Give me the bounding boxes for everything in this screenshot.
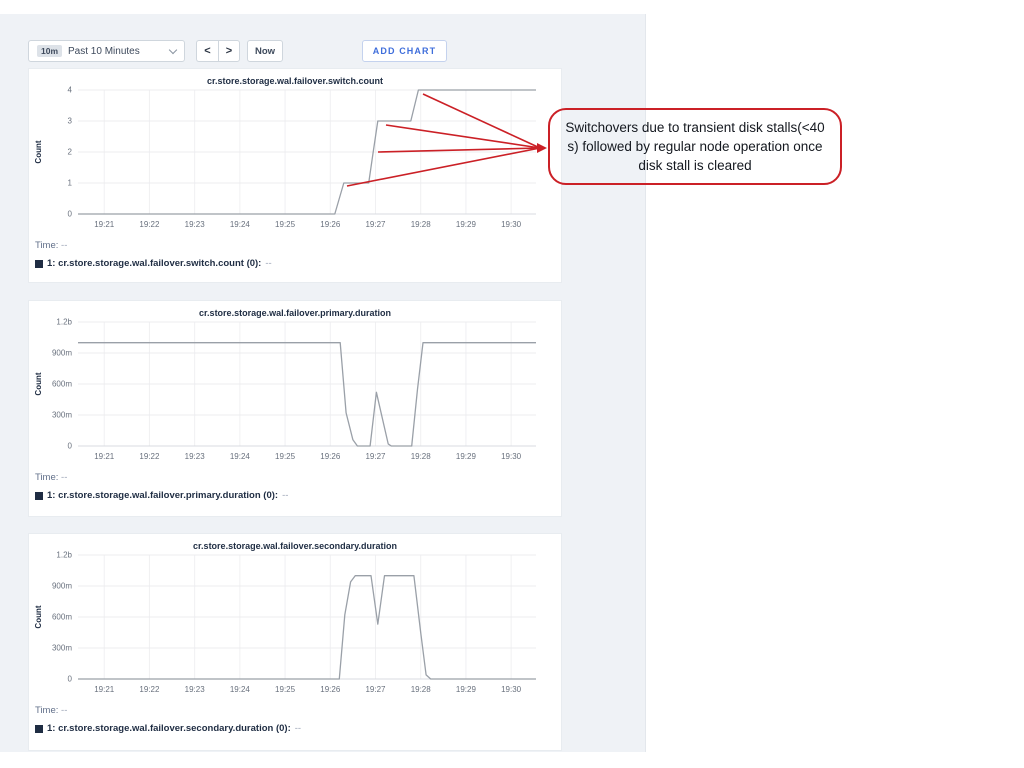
svg-text:19:28: 19:28 [411,452,432,461]
svg-text:19:23: 19:23 [185,452,206,461]
chevron-down-icon [168,45,178,54]
svg-text:19:22: 19:22 [139,685,160,694]
legend-metric-value: -- [265,258,272,269]
legend-metric-label: 1: cr.store.storage.wal.failover.primary… [47,490,279,501]
svg-text:0: 0 [68,442,73,451]
svg-text:19:27: 19:27 [365,220,386,229]
chart-canvas[interactable]: 19:21 19:22 19:23 19:24 19:25 19:26 19:27 19:28… [29,86,561,234]
svg-text:900m: 900m [52,582,72,591]
svg-text:19:21: 19:21 [94,685,115,694]
svg-text:600m: 600m [52,380,72,389]
time-range-selector[interactable]: 10m Past 10 Minutes [28,40,185,62]
time-nav-button-group: < > [196,40,240,62]
chart-card-switch-count: cr.store.storage.wal.failover.switch.cou… [28,68,562,283]
svg-text:19:29: 19:29 [456,220,477,229]
svg-text:19:27: 19:27 [365,685,386,694]
legend-swatch [35,491,43,500]
svg-text:19:24: 19:24 [230,685,251,694]
svg-text:19:28: 19:28 [411,685,432,694]
svg-text:1.2b: 1.2b [56,318,72,327]
svg-text:19:25: 19:25 [275,452,296,461]
svg-text:19:22: 19:22 [139,220,160,229]
time-range-label: Past 10 Minutes [68,45,140,57]
annotation-text: Switchovers due to transient disk stalls… [565,120,825,174]
svg-text:19:29: 19:29 [456,452,477,461]
time-value: -- [61,240,68,251]
svg-text:Count: Count [34,605,43,628]
add-chart-button[interactable]: ADD CHART [362,40,447,62]
svg-text:19:24: 19:24 [230,452,251,461]
svg-text:3: 3 [68,117,73,126]
svg-text:1: 1 [68,179,73,188]
svg-text:1.2b: 1.2b [56,551,72,560]
svg-text:0: 0 [68,210,73,219]
chart-card-secondary-duration: cr.store.storage.wal.failover.secondary.… [28,533,562,751]
chart-canvas[interactable]: 19:21 19:22 19:23 19:24 19:25 19:26 19:27 19:28… [29,551,561,699]
svg-text:Count: Count [34,140,43,163]
time-label: Time: [35,705,59,716]
time-value: -- [61,472,68,483]
svg-text:19:25: 19:25 [275,685,296,694]
svg-text:19:22: 19:22 [139,452,160,461]
svg-text:Count: Count [34,372,43,395]
svg-text:300m: 300m [52,411,72,420]
chart-title: cr.store.storage.wal.failover.primary.du… [199,308,391,318]
svg-text:19:28: 19:28 [411,220,432,229]
svg-text:19:27: 19:27 [365,452,386,461]
hover-time-row: Time: -- [35,472,561,483]
svg-text:19:25: 19:25 [275,220,296,229]
legend-metric-label: 1: cr.store.storage.wal.failover.switch.… [47,258,262,269]
legend-item[interactable]: 1: cr.store.storage.wal.failover.seconda… [35,723,561,734]
time-forward-button[interactable]: > [218,40,240,62]
chart-title: cr.store.storage.wal.failover.switch.cou… [206,76,384,86]
svg-text:19:26: 19:26 [320,685,341,694]
svg-text:19:30: 19:30 [501,452,522,461]
chart-canvas[interactable]: 19:21 19:22 19:23 19:24 19:25 19:26 19:27 19:28… [29,318,561,466]
svg-text:19:30: 19:30 [501,685,522,694]
legend-item[interactable]: 1: cr.store.storage.wal.failover.switch.… [35,258,561,269]
svg-text:19:30: 19:30 [501,220,522,229]
svg-text:300m: 300m [52,644,72,653]
legend-item[interactable]: 1: cr.store.storage.wal.failover.primary… [35,490,561,501]
legend-metric-label: 1: cr.store.storage.wal.failover.seconda… [47,723,291,734]
chart-card-primary-duration: cr.store.storage.wal.failover.primary.du… [28,300,562,517]
now-button[interactable]: Now [247,40,284,62]
time-range-badge: 10m [37,44,63,58]
time-label: Time: [35,472,59,483]
svg-text:19:23: 19:23 [185,220,206,229]
svg-text:19:26: 19:26 [320,220,341,229]
hover-time-row: Time: -- [35,705,561,716]
svg-text:600m: 600m [52,613,72,622]
svg-text:900m: 900m [52,349,72,358]
svg-text:19:26: 19:26 [320,452,341,461]
time-backward-button[interactable]: < [196,40,218,62]
annotation-callout: Switchovers due to transient disk stalls… [548,108,842,186]
svg-text:19:23: 19:23 [185,685,206,694]
time-value: -- [61,705,68,716]
time-label: Time: [35,240,59,251]
svg-text:2: 2 [68,148,73,157]
legend-metric-value: -- [294,723,302,734]
legend-swatch [35,259,43,268]
svg-text:0: 0 [68,675,73,684]
hover-time-row: Time: -- [35,240,561,251]
chart-title: cr.store.storage.wal.failover.secondary.… [193,541,397,551]
svg-text:19:21: 19:21 [94,220,115,229]
legend-metric-value: -- [282,490,289,501]
svg-text:4: 4 [68,86,73,95]
svg-text:19:29: 19:29 [456,685,477,694]
svg-text:19:24: 19:24 [230,220,251,229]
svg-text:19:21: 19:21 [94,452,115,461]
legend-swatch [35,724,43,733]
